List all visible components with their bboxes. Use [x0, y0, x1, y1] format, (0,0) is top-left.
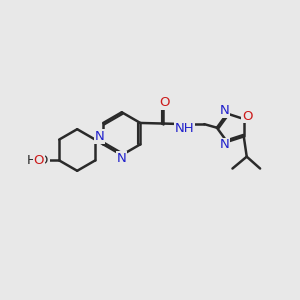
Text: N: N [220, 104, 230, 117]
Text: N: N [117, 152, 127, 165]
Text: O: O [159, 96, 169, 109]
Text: O: O [242, 110, 253, 122]
Text: HO: HO [29, 154, 49, 167]
Text: O: O [34, 154, 44, 167]
Text: N: N [220, 138, 230, 151]
Text: H: H [27, 154, 37, 167]
Text: N: N [95, 130, 104, 143]
Text: NH: NH [175, 122, 195, 134]
